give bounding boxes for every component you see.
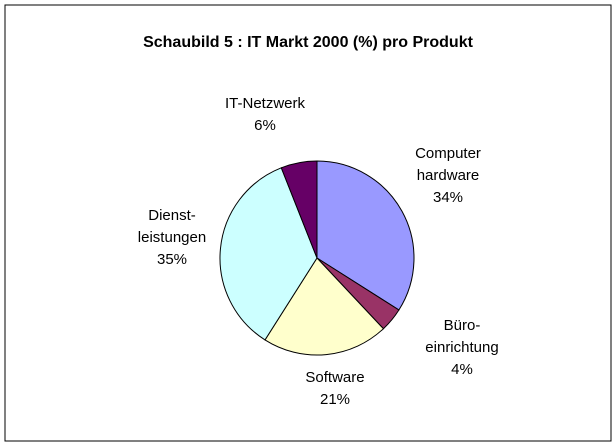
pie-slice xyxy=(316,160,415,311)
label-line: Software xyxy=(305,369,364,386)
slice-label: IT-Netzwerk xyxy=(225,95,306,112)
value-label: 21% xyxy=(320,391,350,408)
pie-slice xyxy=(280,160,318,259)
label-line: leistungen xyxy=(138,229,206,246)
pie-slice xyxy=(264,257,385,356)
slice-label: Software xyxy=(305,369,364,386)
value-label: 6% xyxy=(254,117,276,134)
slice-label: Büro-einrichtung xyxy=(425,317,498,356)
label-line: Büro- xyxy=(444,317,481,334)
label-line: IT-Netzwerk xyxy=(225,95,306,112)
slice-label: Dienst-leistungen xyxy=(138,207,206,246)
value-label: 34% xyxy=(433,189,463,206)
label-line: Dienst- xyxy=(148,207,196,224)
pie-slice xyxy=(219,167,318,341)
value-label: 4% xyxy=(451,361,473,378)
slice-label: Computer hardware xyxy=(415,145,481,184)
value-label: 35% xyxy=(157,251,187,268)
label-line: einrichtung xyxy=(425,339,498,356)
label-line: hardware xyxy=(417,167,480,184)
label-line: Computer xyxy=(415,145,481,162)
chart-title: Schaubild 5 : IT Markt 2000 (%) pro Prod… xyxy=(143,34,474,51)
